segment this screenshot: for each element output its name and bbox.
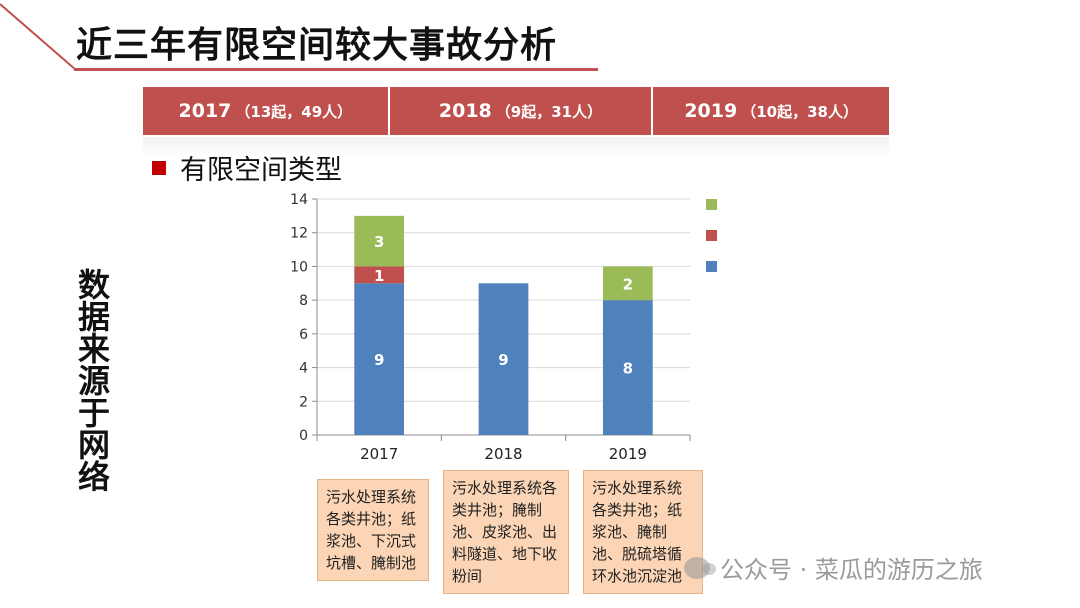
data-label: 3 <box>374 233 384 251</box>
watermark-text: 公众号 · 菜瓜的游历之旅 <box>720 556 983 584</box>
watermark: 公众号 · 菜瓜的游历之旅 <box>684 550 983 585</box>
title-underline <box>74 68 598 71</box>
y-tick-label: 2 <box>299 394 308 410</box>
legend-marker <box>706 230 717 241</box>
year-summary-bar: 2017 （13起，49人） 2018 （9起，31人） 2019 （10起，3… <box>143 87 889 135</box>
note-box-2017: 污水处理系统各类井池；纸浆池、下沉式坑槽、腌制池 <box>317 479 429 581</box>
y-tick-label: 8 <box>299 293 308 309</box>
note-box-2018: 污水处理系统各类井池；腌制池、皮浆池、出料隧道、地下收粉间 <box>443 470 569 594</box>
data-label: 9 <box>498 351 508 369</box>
x-tick-label: 2019 <box>609 445 647 463</box>
data-label: 2 <box>623 275 633 293</box>
bar-segment <box>602 300 653 435</box>
data-label: 1 <box>374 267 384 285</box>
legend-marker <box>706 199 717 210</box>
x-tick-label: 2017 <box>360 445 398 463</box>
bar-segment <box>478 283 529 435</box>
y-tick-label: 4 <box>299 361 308 377</box>
year-label: 2019 <box>684 100 738 122</box>
wechat-icon <box>684 556 716 579</box>
corner-decoration <box>0 3 77 71</box>
bar-segment <box>354 215 405 267</box>
y-tick-label: 12 <box>290 226 308 242</box>
y-tick-label: 10 <box>290 259 308 275</box>
bullet-square-icon <box>152 160 166 175</box>
year-cell-2017: 2017 （13起，49人） <box>143 87 390 135</box>
data-source-note: 数据来源于网络 <box>73 268 111 492</box>
bar-segment <box>602 266 653 301</box>
year-detail: （9起，31人） <box>495 102 603 121</box>
bar-segment <box>354 266 405 284</box>
bar-segment <box>354 283 405 435</box>
legend-marker <box>706 261 717 272</box>
y-tick-label: 0 <box>299 428 308 444</box>
y-tick-label: 6 <box>299 327 308 343</box>
year-cell-2018: 2018 （9起，31人） <box>390 87 654 135</box>
section-heading: 有限空间类型 <box>152 148 342 187</box>
y-tick-label: 14 <box>290 192 308 208</box>
slide-title: 近三年有限空间较大事故分析 <box>76 25 558 66</box>
year-label: 2017 <box>178 100 232 122</box>
data-label: 9 <box>374 351 384 369</box>
year-detail: （13起，49人） <box>235 102 353 121</box>
year-bar-shadow <box>143 137 889 157</box>
note-box-2019: 污水处理系统各类井池；纸浆池、腌制池、脱硫塔循环水池沉淀池 <box>583 470 703 594</box>
data-label: 8 <box>623 360 633 378</box>
x-tick-label: 2018 <box>484 445 522 463</box>
section-heading-text: 有限空间类型 <box>180 155 342 186</box>
year-label: 2018 <box>438 100 492 122</box>
year-cell-2019: 2019 （10起，38人） <box>653 87 889 135</box>
year-detail: （10起，38人） <box>741 102 858 121</box>
